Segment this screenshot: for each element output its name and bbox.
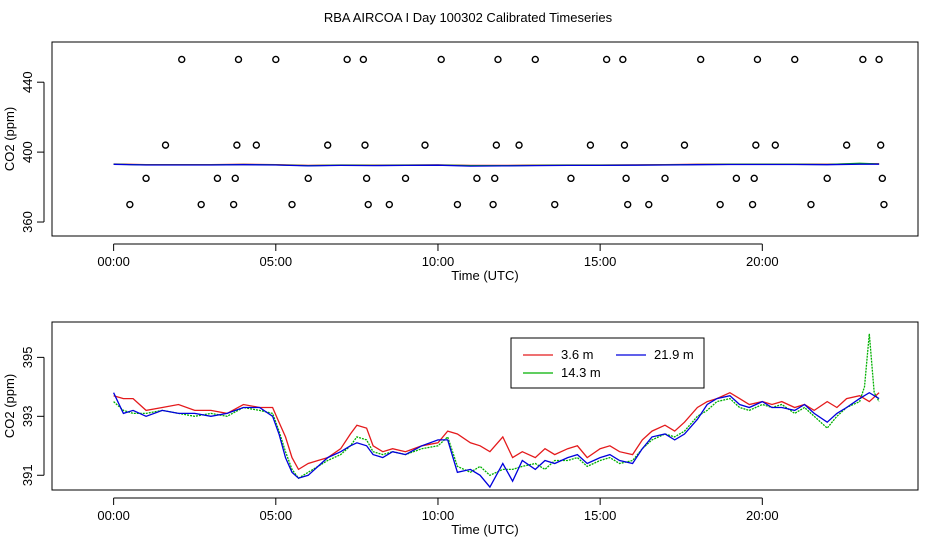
data-point-marker <box>492 141 501 149</box>
data-point-marker <box>161 141 170 149</box>
y-axis-label: CO2 (ppm) <box>2 107 17 171</box>
legend-label: 14.3 m <box>561 365 601 380</box>
x-tick-label: 20:00 <box>746 508 779 523</box>
y-tick-label: 400 <box>20 141 35 163</box>
data-point-marker <box>453 200 462 209</box>
data-point-marker <box>752 141 760 149</box>
bottom-panel: 00:00 05:00 10:00 15:00 20:00 Time (UTC) 391 39… <box>2 321 919 537</box>
data-point-marker <box>304 174 312 183</box>
x-tick-label: 00:00 <box>97 254 130 269</box>
data-point-marker <box>750 174 758 183</box>
data-point-marker <box>624 200 632 209</box>
data-point-marker <box>771 141 779 149</box>
data-point-marker <box>531 55 539 64</box>
y-tick-label: 440 <box>20 71 35 93</box>
legend-label: 3.6 m <box>561 347 594 362</box>
data-point-marker <box>842 141 851 149</box>
data-point-marker <box>437 55 445 64</box>
plot-frame <box>51 321 919 491</box>
data-point-marker <box>791 55 799 64</box>
data-point-marker <box>661 174 669 183</box>
y-tick-label: 393 <box>20 405 35 427</box>
data-point-marker <box>252 141 261 149</box>
data-point-marker <box>213 174 222 183</box>
legend: 3.6 m 14.3 m 21.9 m <box>510 337 705 389</box>
data-point-marker <box>126 200 134 209</box>
data-point-marker <box>364 200 372 209</box>
data-point-marker <box>823 174 831 183</box>
y-tick-label: 360 <box>20 211 35 233</box>
top-panel: 00:00 05:00 10:00 15:00 20:00 Time (UTC) 360 40… <box>2 41 919 283</box>
chart-title: RBA AIRCOA I Day 100302 Calibrated Times… <box>324 10 613 25</box>
data-point-marker <box>716 200 724 209</box>
x-tick-label: 05:00 <box>260 508 293 523</box>
data-point-marker <box>807 200 815 209</box>
y-tick-label: 395 <box>20 347 35 369</box>
y-tick-label: 391 <box>20 464 35 486</box>
x-tick-label: 15:00 <box>584 254 617 269</box>
series-line-21-9-m <box>113 163 880 167</box>
data-point-marker <box>680 141 689 149</box>
x-tick-label: 00:00 <box>97 508 130 523</box>
data-point-marker <box>696 55 705 64</box>
data-point-marker <box>229 200 238 209</box>
data-point-marker <box>753 55 762 64</box>
data-point-marker <box>515 141 523 149</box>
data-point-marker <box>622 174 630 183</box>
data-point-marker <box>361 141 369 149</box>
data-point-marker <box>343 55 351 64</box>
data-point-marker <box>748 200 757 209</box>
data-point-marker <box>620 141 629 149</box>
legend-label: 21.9 m <box>654 347 694 362</box>
x-tick-label: 10:00 <box>422 254 455 269</box>
data-point-marker <box>473 174 481 183</box>
data-point-marker <box>323 141 332 149</box>
data-point-marker <box>401 174 410 183</box>
y-axis-label: CO2 (ppm) <box>2 374 17 438</box>
series-line-3-6-m <box>113 391 880 471</box>
data-point-marker <box>231 174 239 183</box>
data-point-marker <box>362 174 371 183</box>
data-point-marker <box>489 200 497 209</box>
series-line-21-9-m <box>113 391 880 489</box>
x-tick-label: 20:00 <box>746 254 779 269</box>
data-point-marker <box>645 200 653 209</box>
x-tick-label: 05:00 <box>260 254 293 269</box>
data-point-marker <box>491 174 499 183</box>
data-point-marker <box>494 55 502 64</box>
x-axis-label: Time (UTC) <box>451 268 518 283</box>
data-point-marker <box>878 174 887 183</box>
data-point-marker <box>197 200 205 209</box>
data-point-marker <box>880 200 888 209</box>
x-tick-label: 15:00 <box>584 508 617 523</box>
data-point-marker <box>875 55 883 64</box>
data-point-marker <box>178 55 186 64</box>
data-point-marker <box>619 55 627 64</box>
data-point-marker <box>359 55 368 64</box>
data-point-marker <box>586 141 595 149</box>
data-point-marker <box>142 174 150 183</box>
data-point-marker <box>233 141 241 149</box>
legend-box <box>510 337 705 389</box>
data-point-marker <box>877 141 885 149</box>
data-point-marker <box>385 200 394 209</box>
data-point-marker <box>288 200 296 209</box>
data-point-marker <box>551 200 559 209</box>
plot-frame <box>51 41 919 237</box>
data-point-marker <box>421 141 429 149</box>
x-axis-label: Time (UTC) <box>451 522 518 537</box>
data-point-marker <box>859 55 867 64</box>
data-point-marker <box>732 174 741 183</box>
data-point-marker <box>567 174 575 183</box>
data-point-marker <box>234 55 243 64</box>
x-tick-label: 10:00 <box>422 508 455 523</box>
data-point-marker <box>272 55 280 64</box>
data-point-marker <box>602 55 611 64</box>
